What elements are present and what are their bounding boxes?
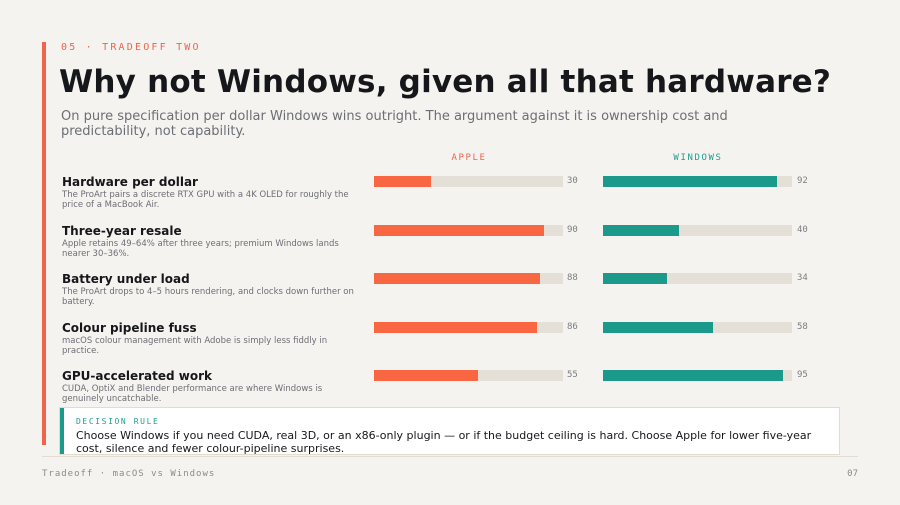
windows-bar-fill <box>603 224 679 236</box>
comparison-row: Colour pipeline fuss macOS colour managem… <box>0 321 900 367</box>
row-title: Battery under load <box>62 272 190 286</box>
apple-bar-track <box>374 370 563 381</box>
windows-score: 58 <box>797 321 808 332</box>
page-subtitle: On pure specification per dollar Windows… <box>61 109 728 139</box>
page-number: 07 <box>847 469 858 479</box>
accent-rule <box>42 42 46 445</box>
page-title: Why not Windows, given all that hardware… <box>59 64 832 100</box>
windows-bar-fill <box>603 176 777 187</box>
windows-score: 95 <box>797 370 808 380</box>
footer-divider <box>42 456 858 457</box>
apple-bar-track <box>374 176 563 187</box>
apple-bar-fill <box>374 321 537 333</box>
windows-bar-track <box>603 224 792 236</box>
apple-bar-fill <box>374 370 478 381</box>
comparison-row: GPU-accelerated work CUDA, OptiX and Blen… <box>0 369 900 415</box>
row-description: Apple retains 49–64% after three years; … <box>62 238 339 259</box>
row-title: Colour pipeline fuss <box>62 320 197 335</box>
column-header-windows: WINDOWS <box>673 153 723 163</box>
comparison-row: Hardware per dollar The ProArt pairs a di… <box>0 175 900 221</box>
decision-rule-text: Choose Windows if you need CUDA, real 3D… <box>76 429 812 455</box>
apple-bar-fill <box>374 273 541 284</box>
row-description: The ProArt pairs a discrete RTX GPU with… <box>62 190 349 210</box>
row-description: The ProArt drops to 4–5 hours rendering,… <box>62 287 354 307</box>
windows-bar-fill <box>603 321 713 333</box>
apple-score: 88 <box>567 273 578 283</box>
apple-score: 86 <box>567 321 578 332</box>
footer-caption: Tradeoff · macOS vs Windows <box>42 469 216 479</box>
windows-bar-fill <box>603 273 668 284</box>
decision-rule-label: DECISION RULE <box>76 417 160 426</box>
decision-rule-box: DECISION RULE Choose Windows if you need… <box>59 407 840 455</box>
column-header-apple: APPLE <box>451 153 487 163</box>
windows-bar-track <box>603 321 792 333</box>
windows-bar-track <box>603 370 792 381</box>
row-title: GPU-accelerated work <box>62 369 212 383</box>
comparison-row: Battery under load The ProArt drops to 4–… <box>0 272 900 318</box>
windows-score: 40 <box>797 224 808 235</box>
decision-rule-accent <box>60 408 64 454</box>
row-description: CUDA, OptiX and Blender performance are … <box>62 384 323 404</box>
section-eyebrow: 05 · TRADEOFF TWO <box>61 42 201 53</box>
windows-bar-fill <box>603 370 783 381</box>
row-title: Three-year resale <box>62 223 182 238</box>
apple-score: 30 <box>567 176 578 186</box>
apple-score: 55 <box>567 370 578 380</box>
apple-bar-fill <box>374 176 431 187</box>
apple-bar-track <box>374 273 563 284</box>
windows-bar-track <box>603 176 792 187</box>
row-description: macOS colour management with Adobe is si… <box>62 335 328 356</box>
windows-bar-track <box>603 273 792 284</box>
apple-bar-track <box>374 321 563 333</box>
apple-bar-track <box>374 224 563 236</box>
row-title: Hardware per dollar <box>62 175 198 189</box>
windows-score: 34 <box>797 273 808 283</box>
apple-score: 90 <box>567 224 578 235</box>
apple-bar-fill <box>374 224 545 236</box>
comparison-row: Three-year resale Apple retains 49–64% af… <box>0 224 900 270</box>
windows-score: 92 <box>797 176 808 186</box>
